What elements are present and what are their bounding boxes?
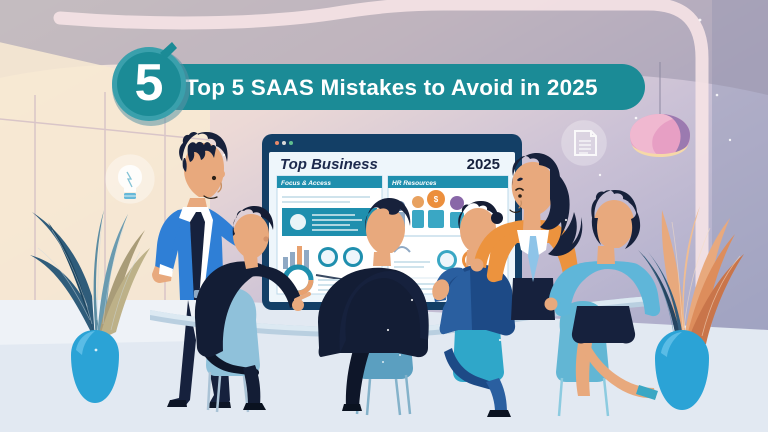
svg-text:Top Business: Top Business xyxy=(280,156,378,173)
svg-text:HR Resources: HR Resources xyxy=(392,180,437,187)
svg-text:$: $ xyxy=(434,195,439,204)
svg-text:5: 5 xyxy=(135,54,164,112)
svg-text:2025: 2025 xyxy=(467,156,500,173)
svg-text:Focus & Access: Focus & Access xyxy=(281,180,331,187)
svg-text:Top 5 SAAS Mistakes to Avoid i: Top 5 SAAS Mistakes to Avoid in 2025 xyxy=(185,75,598,100)
